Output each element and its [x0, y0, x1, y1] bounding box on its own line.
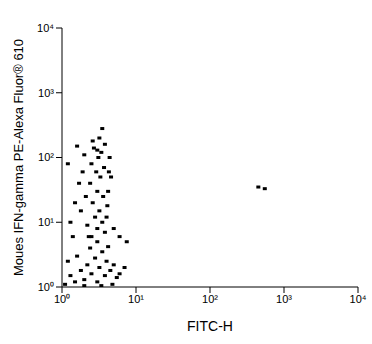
svg-text:10⁰: 10⁰	[54, 293, 70, 305]
svg-text:10¹: 10¹	[128, 293, 144, 305]
svg-text:10³: 10³	[276, 293, 292, 305]
svg-text:Moues IFN-gamma PE-Alexa Fluor: Moues IFN-gamma PE-Alexa Fluor® 610	[11, 39, 26, 276]
svg-text:10⁴: 10⁴	[350, 293, 364, 305]
svg-text:10⁴: 10⁴	[37, 22, 54, 34]
svg-text:10⁰: 10⁰	[38, 281, 54, 293]
svg-text:FITC-H: FITC-H	[187, 318, 233, 334]
svg-text:10¹: 10¹	[38, 216, 54, 228]
svg-text:10²: 10²	[38, 151, 54, 163]
svg-text:10³: 10³	[38, 87, 54, 99]
svg-text:10²: 10²	[202, 293, 218, 305]
